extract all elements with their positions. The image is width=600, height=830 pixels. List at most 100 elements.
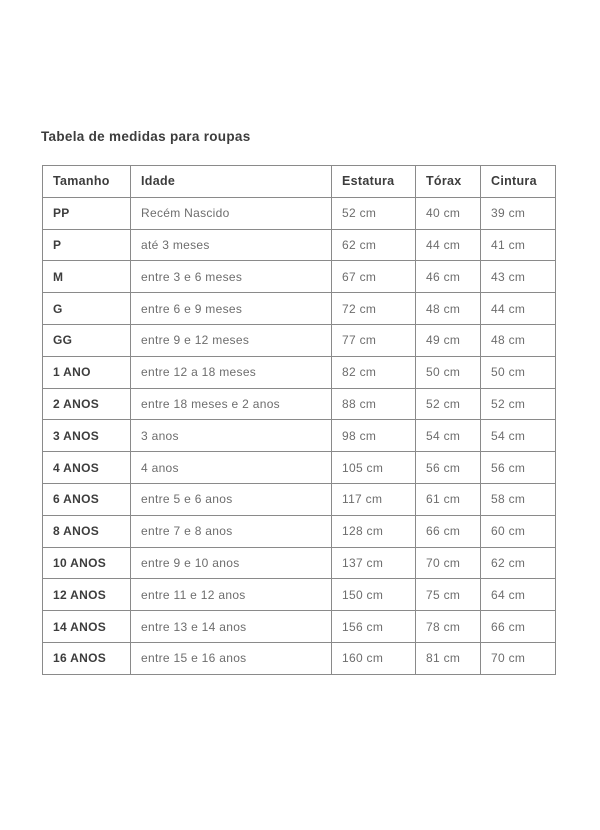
table-cell: 50 cm <box>480 355 556 389</box>
table-cell: 56 cm <box>480 451 556 484</box>
table-cell: 58 cm <box>480 482 556 516</box>
table-row: 6 ANOS entre 5 e 6 anos 117 cm 61 cm 58 cm <box>42 482 556 516</box>
table-cell: 41 cm <box>480 228 556 262</box>
cell-size: 16 ANOS <box>42 641 131 675</box>
table-row: 12 ANOS entre 11 e 12 anos 150 cm 75 cm 64 c… <box>42 578 556 612</box>
cell-size: 14 ANOS <box>42 610 131 643</box>
cell-size: 4 ANOS <box>42 451 131 484</box>
cell-size: PP <box>42 196 131 230</box>
table-cell: 52 cm <box>331 196 416 230</box>
column-header-estatura: Estatura <box>331 165 416 198</box>
table-row: 8 ANOS entre 7 e 8 anos 128 cm 66 cm 60 cm <box>42 514 556 548</box>
table-cell: 46 cm <box>415 260 481 294</box>
table-cell: entre 15 e 16 anos <box>130 641 332 675</box>
table-cell: 82 cm <box>331 355 416 389</box>
table-cell: 66 cm <box>415 514 481 548</box>
table-cell: 40 cm <box>415 196 481 230</box>
page-title: Tabela de medidas para roupas <box>41 129 251 144</box>
table-cell: entre 13 e 14 anos <box>130 610 332 643</box>
table-cell: 49 cm <box>415 323 481 357</box>
table-cell: 70 cm <box>480 641 556 675</box>
table-cell: 56 cm <box>415 451 481 484</box>
table-cell: 137 cm <box>331 546 416 580</box>
table-cell: 88 cm <box>331 387 416 421</box>
table-cell: até 3 meses <box>130 228 332 262</box>
table-header-row: Tamanho Idade Estatura Tórax Cintura <box>42 165 556 198</box>
table-cell: entre 6 e 9 meses <box>130 292 332 325</box>
table-cell: 62 cm <box>480 546 556 580</box>
column-header-torax: Tórax <box>415 165 481 198</box>
column-header-idade: Idade <box>130 165 332 198</box>
cell-size: G <box>42 292 131 325</box>
cell-size: 2 ANOS <box>42 387 131 421</box>
table-cell: entre 18 meses e 2 anos <box>130 387 332 421</box>
clothing-measurements-table: Tamanho Idade Estatura Tórax Cintura PP R… <box>42 165 556 675</box>
table-cell: 61 cm <box>415 482 481 516</box>
table-cell: 81 cm <box>415 641 481 675</box>
table-cell: 64 cm <box>480 578 556 612</box>
table-cell: entre 3 e 6 meses <box>130 260 332 294</box>
table-cell: 66 cm <box>480 610 556 643</box>
table-cell: 78 cm <box>415 610 481 643</box>
column-header-tamanho: Tamanho <box>42 165 131 198</box>
cell-size: 10 ANOS <box>42 546 131 580</box>
table-cell: 150 cm <box>331 578 416 612</box>
table-row: 10 ANOS entre 9 e 10 anos 137 cm 70 cm 62 cm <box>42 546 556 580</box>
table-cell: entre 12 a 18 meses <box>130 355 332 389</box>
table-cell: entre 7 e 8 anos <box>130 514 332 548</box>
table-cell: 117 cm <box>331 482 416 516</box>
cell-size: 3 ANOS <box>42 419 131 453</box>
table-cell: 48 cm <box>415 292 481 325</box>
table-cell: 44 cm <box>480 292 556 325</box>
table-cell: 75 cm <box>415 578 481 612</box>
table-cell: 128 cm <box>331 514 416 548</box>
table-row: 4 ANOS 4 anos 105 cm 56 cm 56 cm <box>42 451 556 484</box>
table-cell: 54 cm <box>415 419 481 453</box>
cell-size: P <box>42 228 131 262</box>
table-cell: 52 cm <box>415 387 481 421</box>
table-cell: 160 cm <box>331 641 416 675</box>
table-row: 1 ANO entre 12 a 18 meses 82 cm 50 cm 50 cm <box>42 355 556 389</box>
cell-size: 6 ANOS <box>42 482 131 516</box>
cell-size: M <box>42 260 131 294</box>
table-cell: entre 11 e 12 anos <box>130 578 332 612</box>
table-row: GG entre 9 e 12 meses 77 cm 49 cm 48 cm <box>42 323 556 357</box>
table-row: 16 ANOS entre 15 e 16 anos 160 cm 81 cm 70 c… <box>42 641 556 675</box>
table-cell: 54 cm <box>480 419 556 453</box>
table-cell: entre 9 e 10 anos <box>130 546 332 580</box>
table-row: 3 ANOS 3 anos 98 cm 54 cm 54 cm <box>42 419 556 453</box>
cell-size: GG <box>42 323 131 357</box>
table-cell: 70 cm <box>415 546 481 580</box>
table-row: 14 ANOS entre 13 e 14 anos 156 cm 78 cm 66 c… <box>42 610 556 643</box>
table-cell: 44 cm <box>415 228 481 262</box>
cell-size: 8 ANOS <box>42 514 131 548</box>
table-cell: 62 cm <box>331 228 416 262</box>
table-row: 2 ANOS entre 18 meses e 2 anos 88 cm 52 cm 5… <box>42 387 556 421</box>
table-cell: 43 cm <box>480 260 556 294</box>
table-cell: 156 cm <box>331 610 416 643</box>
table-cell: 48 cm <box>480 323 556 357</box>
table-cell: 3 anos <box>130 419 332 453</box>
cell-size: 1 ANO <box>42 355 131 389</box>
table-cell: 105 cm <box>331 451 416 484</box>
table-cell: 67 cm <box>331 260 416 294</box>
table-cell: 39 cm <box>480 196 556 230</box>
table-cell: 77 cm <box>331 323 416 357</box>
table-cell: Recém Nascido <box>130 196 332 230</box>
table-row: PP Recém Nascido 52 cm 40 cm 39 cm <box>42 196 556 230</box>
table-cell: 52 cm <box>480 387 556 421</box>
table-cell: 98 cm <box>331 419 416 453</box>
table-cell: entre 5 e 6 anos <box>130 482 332 516</box>
cell-size: 12 ANOS <box>42 578 131 612</box>
table-cell: 50 cm <box>415 355 481 389</box>
table-cell: entre 9 e 12 meses <box>130 323 332 357</box>
column-header-cintura: Cintura <box>480 165 556 198</box>
table-cell: 4 anos <box>130 451 332 484</box>
table-cell: 72 cm <box>331 292 416 325</box>
table-cell: 60 cm <box>480 514 556 548</box>
